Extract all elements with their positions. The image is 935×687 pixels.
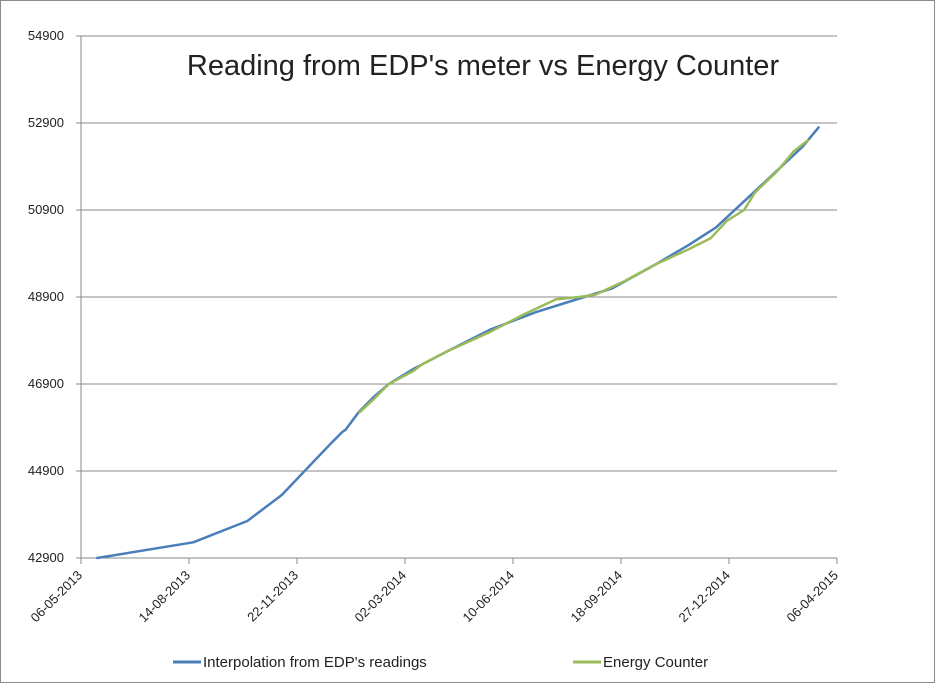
x-tick-label: 02-03-2014 <box>351 568 409 626</box>
x-axis-tick-labels: 06-05-2013 14-08-2013 22-11-2013 02-03-2014… <box>27 568 841 626</box>
chart-title: Reading from EDP's meter vs Energy Count… <box>187 50 780 82</box>
y-tick-label: 50900 <box>28 202 64 217</box>
x-tick-label: 10-06-2014 <box>459 568 517 626</box>
series-line-energy-counter <box>358 139 810 414</box>
y-tick-label: 46900 <box>28 376 64 391</box>
legend-label: Energy Counter <box>603 654 708 671</box>
y-tick-label: 52900 <box>28 115 64 130</box>
y-tick-label: 42900 <box>28 550 64 565</box>
x-tick-label: 22-11-2013 <box>244 568 301 625</box>
y-tick-label: 44900 <box>28 463 64 478</box>
x-tick-label: 14-08-2013 <box>135 568 193 626</box>
data-series <box>95 126 820 560</box>
x-tick-label: 06-04-2015 <box>783 568 841 626</box>
x-tick-label: 27-12-2014 <box>675 568 733 626</box>
x-tick-label: 18-09-2014 <box>567 568 625 626</box>
y-axis-tick-labels: 54900 52900 50900 48900 46900 44900 42900 <box>28 28 64 565</box>
y-tick-label: 48900 <box>28 289 64 304</box>
gridlines <box>81 35 837 472</box>
legend-label: Interpolation from EDP's readings <box>203 654 427 671</box>
legend: Interpolation from EDP's readings Energy … <box>173 654 708 671</box>
y-tick-label: 54900 <box>28 28 64 43</box>
x-tick-label: 06-05-2013 <box>27 568 85 626</box>
series-line-interpolation <box>95 126 820 560</box>
axes <box>76 35 838 564</box>
